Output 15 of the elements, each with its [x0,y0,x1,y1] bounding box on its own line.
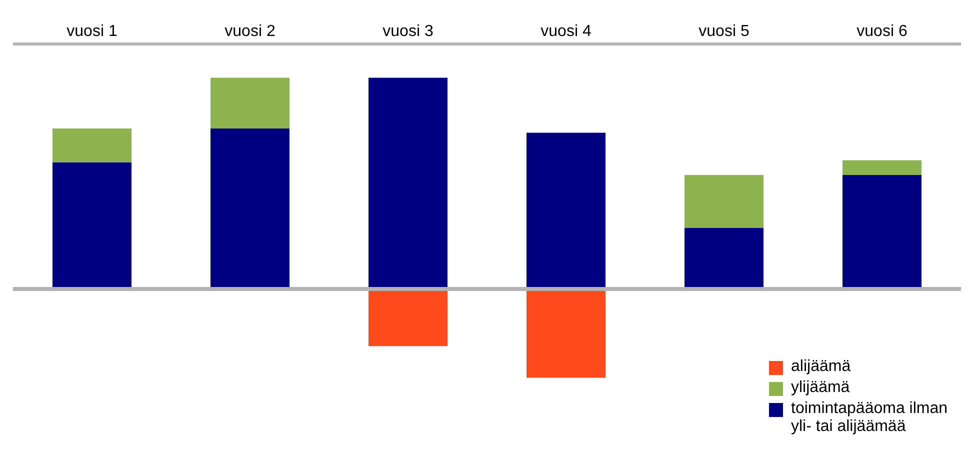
bar [210,78,290,129]
x-tick-label: vuosi 3 [382,23,434,40]
x-tick-label: vuosi 4 [540,23,592,40]
bar [842,160,922,175]
legend-label: toimintapääoma ilman yli- tai alijäämää [791,400,949,436]
bar [52,128,132,162]
bar [526,289,606,378]
bar [684,174,764,228]
x-tick-label: vuosi 2 [224,23,276,40]
x-tick-label: vuosi 5 [698,23,750,40]
x-tick-label: vuosi 1 [66,23,118,40]
legend-label: alijäämä [791,358,851,376]
legend-label: ylijäämä [791,379,850,397]
x-tick-label: vuosi 6 [856,23,908,40]
bar [368,289,448,346]
